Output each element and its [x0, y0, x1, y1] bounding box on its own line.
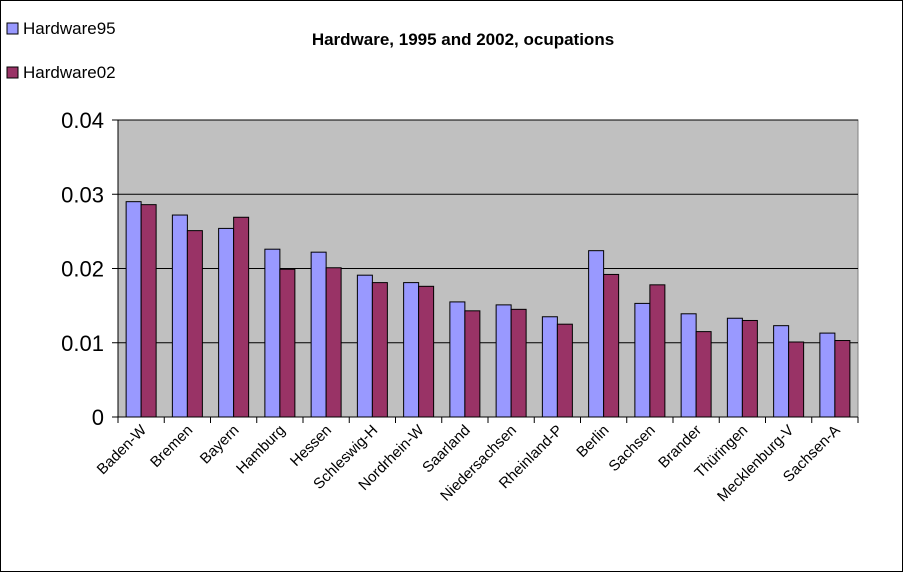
- bar-hardware02-hamburg: [279, 268, 296, 418]
- bar-hardware02-nordrhein-w: [418, 285, 435, 418]
- y-tick-label: 0.01: [61, 331, 104, 356]
- chart-title: Hardware, 1995 and 2002, ocupations: [312, 30, 614, 49]
- bar-hardware02-schleswig-h: [371, 282, 388, 418]
- bar-hardware95-sachsen-a: [819, 332, 836, 418]
- bar-hardware02-hessen: [325, 267, 342, 418]
- bar-hardware02-bremen: [186, 230, 203, 418]
- y-tick-label: 0: [92, 405, 104, 430]
- x-tick-label: Bayern: [197, 422, 243, 468]
- legend-swatch-hardware95: [6, 22, 19, 35]
- legend: Hardware95 Hardware02: [6, 19, 116, 82]
- bar-hardware95-berlin: [588, 250, 605, 418]
- bar-hardware95-rheinland-p: [541, 316, 558, 418]
- y-tick-label: 0.03: [61, 182, 104, 207]
- bar-hardware02-bayern: [233, 216, 250, 418]
- bar-hardware95-bremen: [171, 214, 188, 418]
- bars-group: [125, 201, 851, 418]
- x-tick-label: Bremen: [147, 422, 196, 471]
- bar-hardware02-rheinland-p: [556, 323, 573, 418]
- bar-hardware02-baden-w: [140, 204, 157, 418]
- legend-swatch-hardware02: [6, 66, 19, 79]
- bar-hardware02-niedersachsen: [510, 308, 527, 418]
- bar-hardware95-brander: [680, 313, 697, 418]
- bar-hardware02-sachsen-a: [834, 340, 851, 418]
- bar-hardware95-nordrhein-w: [403, 282, 420, 418]
- bar-hardware95-th-ringen: [726, 317, 743, 418]
- legend-label-hardware95: Hardware95: [23, 19, 116, 38]
- bar-hardware95-saarland: [449, 301, 466, 418]
- bar-hardware95-mecklenburg-v: [773, 325, 790, 418]
- y-tick-label: 0.02: [61, 257, 104, 282]
- y-tick-labels: 0 0.01 0.02 0.03 0.04: [61, 108, 118, 430]
- bar-hardware02-berlin: [603, 273, 620, 418]
- bar-hardware95-sachsen: [634, 302, 651, 418]
- bar-hardware95-bayern: [218, 227, 235, 418]
- bar-hardware02-mecklenburg-v: [788, 341, 805, 418]
- x-tick-label: Berlin: [573, 422, 612, 461]
- x-tick-label: Sachsen: [605, 422, 658, 475]
- y-tick-label: 0.04: [61, 108, 104, 133]
- bar-hardware02-brander: [695, 331, 712, 418]
- bar-hardware95-hessen: [310, 251, 327, 418]
- bar-hardware02-th-ringen: [741, 319, 758, 418]
- bar-hardware95-hamburg: [264, 248, 281, 418]
- legend-label-hardware02: Hardware02: [23, 63, 116, 82]
- bar-hardware02-saarland: [464, 310, 481, 418]
- bar-hardware95-baden-w: [125, 201, 142, 418]
- bar-hardware95-niedersachsen: [495, 304, 512, 418]
- x-tick-label: Hamburg: [233, 422, 289, 478]
- bar-hardware02-sachsen: [649, 284, 666, 418]
- bar-hardware95-schleswig-h: [356, 274, 373, 418]
